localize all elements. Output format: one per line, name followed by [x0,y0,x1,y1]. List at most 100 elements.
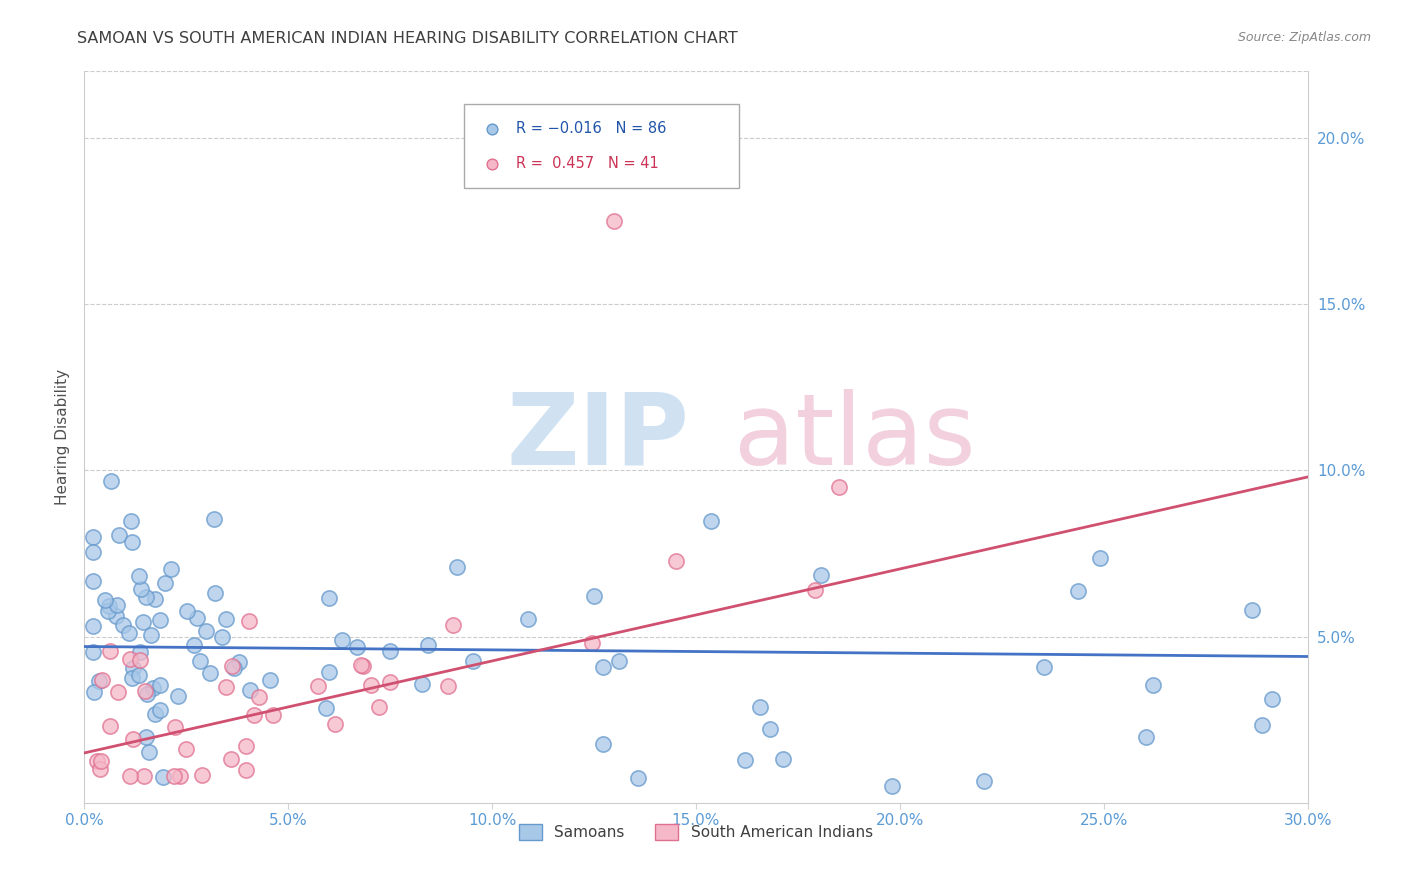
Point [100,475,122,489]
Point [129,582,152,597]
Point [446,559,468,574]
Point [1261,691,1284,706]
Point [134,769,156,783]
FancyBboxPatch shape [464,104,738,188]
Point [700,514,723,528]
Point [152,770,174,784]
Point [138,745,160,759]
Point [332,633,354,648]
Point [149,703,172,717]
Point [155,576,177,591]
Point [135,730,157,744]
Point [149,613,172,627]
Point [228,655,250,669]
Point [882,779,904,793]
Point [90,754,112,768]
Point [143,591,166,606]
Point [97,599,120,614]
Point [221,659,243,673]
Text: R =  0.457   N = 41: R = 0.457 N = 41 [516,156,659,171]
Point [1067,584,1090,599]
Point [243,708,266,723]
Point [111,617,134,632]
Point [259,673,281,687]
Point [129,645,152,659]
Point [143,707,166,722]
Text: Source: ZipAtlas.com: Source: ZipAtlas.com [1237,31,1371,45]
Point [118,769,141,783]
Point [188,654,211,668]
Point [202,512,225,526]
Point [516,612,538,626]
Point [204,586,226,600]
Point [973,773,995,788]
Point [82,619,104,633]
Point [318,591,340,605]
Point [136,687,159,701]
Point [463,654,485,668]
Point [118,626,141,640]
Point [665,554,688,568]
Point [135,590,157,604]
Point [367,699,389,714]
Point [215,680,238,694]
Point [122,731,145,746]
Point [758,722,780,736]
Point [350,657,373,672]
Point [749,699,772,714]
Point [346,640,368,655]
Text: atlas: atlas [734,389,976,485]
Point [239,682,262,697]
Point [105,609,128,624]
Point [122,661,145,675]
Point [169,769,191,783]
Point [380,675,402,690]
Point [211,630,233,644]
Point [238,615,260,629]
Point [810,567,832,582]
Point [607,654,630,668]
Point [107,685,129,699]
Point [128,668,150,682]
Point [82,544,104,558]
Point [1088,551,1111,566]
Point [186,611,208,625]
Point [160,562,183,576]
Point [120,652,142,666]
Point [441,618,464,632]
Point [219,752,242,766]
Point [411,677,433,691]
Point [360,678,382,692]
Point [132,615,155,630]
Point [1251,718,1274,732]
Point [247,690,270,704]
Point [592,659,614,673]
Point [142,681,165,696]
Point [87,674,110,689]
Text: R = −0.016   N = 86: R = −0.016 N = 86 [516,121,666,136]
Point [108,527,131,541]
Point [93,593,115,607]
Point [82,574,104,588]
Legend: Samoans, South American Indians: Samoans, South American Indians [513,818,879,847]
Point [318,665,340,679]
Point [83,684,105,698]
Point [581,636,603,650]
Point [315,701,337,715]
Point [235,739,257,753]
Point [325,716,347,731]
Point [121,535,143,549]
Point [592,737,614,751]
Point [215,612,238,626]
Point [98,644,121,658]
Point [162,769,184,783]
Point [120,514,142,528]
Point [437,679,460,693]
Point [176,604,198,618]
Point [772,752,794,766]
Point [603,214,626,228]
Point [82,645,104,659]
Point [734,753,756,767]
Point [128,569,150,583]
Point [149,678,172,692]
